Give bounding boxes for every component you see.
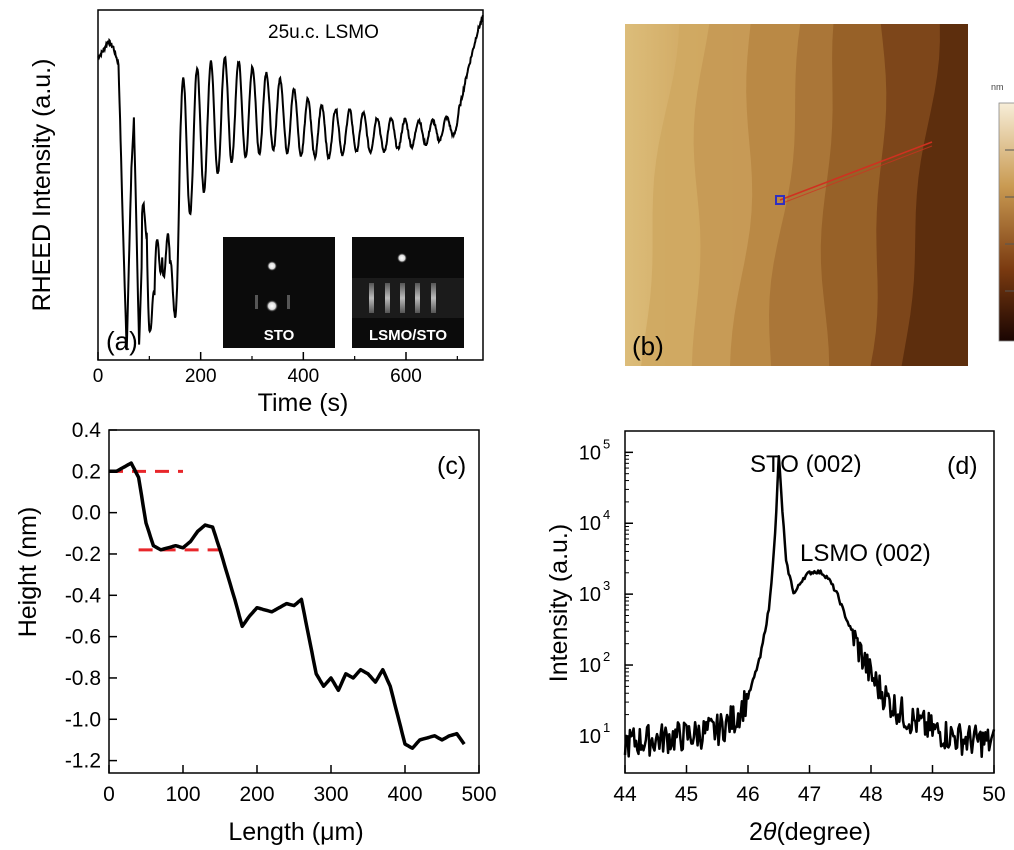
afm-profile-start-marker — [775, 195, 785, 205]
panel-d-y-tick-label: 10 — [579, 726, 601, 748]
colorbar-unit-label: nm — [991, 82, 1004, 92]
panel-c-x-tick-label: 400 — [387, 783, 422, 806]
panel-d-x-tick-label: 44 — [613, 783, 637, 806]
panel-c-y-tick-label: -0.2 — [65, 543, 101, 566]
panel-d-x-tick-label: 45 — [675, 783, 698, 806]
panel-c-x-tick-label: 200 — [239, 783, 274, 806]
panel-c-y-tick-label: -0.4 — [65, 584, 102, 607]
peak-label-lsmo: LSMO (002) — [800, 540, 931, 567]
panel-d-x-tick-label: 46 — [736, 783, 759, 806]
panel-d-x-tick-label: 49 — [921, 783, 944, 806]
panel-d-y-tick-label: 10 — [579, 655, 601, 677]
afm-profile-line-edge — [779, 145, 933, 205]
panel-a-y-axis-label: RHEED Intensity (a.u.) — [28, 59, 56, 312]
inset-lsmo-streak-2 — [385, 283, 390, 313]
panel-a-x-tick-label: 400 — [287, 366, 319, 387]
panel-c-y-tick-label: -0.6 — [65, 626, 101, 649]
panel-d-x-axis-label-2: 2 — [749, 818, 763, 846]
inset-sto-background — [223, 237, 335, 348]
inset-sto-pattern: STO — [223, 237, 335, 348]
panel-c-ticks: 0 100 200 300 400 500 0.4 0.2 0.0 -0.2 -0.4 -0.6 -0.… — [65, 419, 497, 806]
xrd-intensity-series — [623, 454, 996, 759]
panel-c-x-tick-label: 0 — [103, 783, 115, 806]
panel-d-x-tick-label: 48 — [859, 783, 882, 806]
height-profile-series — [108, 461, 466, 750]
panel-a-tag: (a) — [106, 326, 138, 356]
panel-d-y-axis-label: Intensity (a.u.) — [545, 524, 573, 682]
panel-a-rheed-chart: 0 200 400 600 25u.c. LSMO (a) STO LSMO/STO … — [28, 9, 484, 417]
panel-d-y-tick-exponent: 1 — [603, 720, 610, 735]
panel-c-x-axis-label: Length (μm) — [228, 818, 363, 846]
panel-c-reference-dashes — [109, 469, 224, 552]
panel-b-afm-image: (b) nm — [625, 24, 1014, 366]
panel-a-x-tick-label: 600 — [390, 366, 422, 387]
panel-c-tag: (c) — [437, 452, 466, 480]
panel-d-x-axis-label-suffix: (degree) — [776, 818, 871, 846]
inset-sto-streak-right — [287, 295, 290, 309]
panel-a-x-tick-label: 0 — [93, 366, 104, 387]
panel-d-y-tick-label: 10 — [579, 584, 601, 606]
afm-colorbar — [998, 102, 1014, 342]
afm-profile-line — [779, 141, 933, 201]
panel-c-y-axis-label: Height (nm) — [14, 507, 42, 638]
panel-c-height-profile-chart: 0 100 200 300 400 500 0.4 0.2 0.0 -0.2 -0.4 -0.6 -0.… — [14, 419, 497, 846]
inset-sto-spot-bottom — [266, 300, 278, 312]
panel-d-y-tick-label: 10 — [579, 513, 601, 535]
afm-terrace-steps — [641, 24, 968, 366]
inset-lsmo-pattern: LSMO/STO — [352, 237, 464, 348]
inset-lsmo-label: LSMO/STO — [369, 327, 447, 344]
panel-d-x-axis-label-theta: θ — [763, 818, 777, 846]
inset-lsmo-streak-1 — [369, 283, 374, 313]
inset-lsmo-streak-3 — [400, 283, 405, 313]
panel-c-y-tick-label: 0.0 — [72, 502, 101, 525]
panel-c-y-tick-label: -1.0 — [65, 708, 101, 731]
panel-c-x-tick-label: 500 — [461, 783, 496, 806]
panel-d-y-tick-exponent: 2 — [603, 649, 610, 664]
panel-d-frame — [624, 430, 995, 774]
inset-sto-spot-top — [267, 261, 277, 271]
panel-a-x-axis-label: Time (s) — [258, 389, 349, 417]
panel-c-frame — [108, 429, 480, 774]
inset-lsmo-spot — [397, 253, 407, 263]
inset-lsmo-streak-4 — [415, 283, 420, 313]
panel-c-x-axis-label-mu: μ — [320, 818, 334, 846]
panel-c-y-tick-label: -0.8 — [65, 667, 101, 690]
inset-lsmo-glow — [352, 278, 464, 318]
panel-d-y-tick-exponent: 5 — [603, 436, 610, 451]
panel-c-x-tick-label: 300 — [313, 783, 348, 806]
rheed-intensity-series — [97, 14, 484, 351]
panel-a-x-ticks: 0 200 400 600 — [93, 352, 458, 387]
panel-d-x-tick-label: 50 — [982, 783, 1005, 806]
panel-d-y-tick-exponent: 3 — [603, 578, 610, 593]
panel-c-x-axis-label-suffix: m) — [335, 818, 364, 846]
panel-c-y-tick-label: 0.2 — [72, 460, 101, 483]
panel-a-x-tick-label: 200 — [185, 366, 217, 387]
panel-c-x-axis-label-prefix: Length ( — [228, 818, 320, 846]
panel-d-y-tick-exponent: 4 — [603, 507, 610, 522]
panel-a-frame — [97, 9, 484, 361]
panel-d-x-axis-label: 2θ(degree) — [749, 818, 871, 846]
panel-c-y-tick-label: 0.4 — [72, 419, 102, 442]
inset-sto-streak-left — [255, 295, 258, 309]
inset-sto-label: STO — [264, 327, 295, 344]
inset-lsmo-streak-5 — [431, 283, 436, 313]
panel-b-tag: (b) — [632, 331, 664, 361]
panel-d-x-tick-label: 47 — [798, 783, 821, 806]
panel-a-annotation: 25u.c. LSMO — [268, 22, 379, 43]
panel-c-y-tick-label: -1.2 — [65, 750, 101, 773]
peak-label-sto: STO (002) — [750, 451, 862, 478]
afm-terrace — [901, 24, 968, 366]
panel-d-y-tick-label: 10 — [579, 442, 601, 464]
panel-d-tag: (d) — [947, 452, 978, 480]
panel-c-x-tick-label: 100 — [165, 783, 200, 806]
